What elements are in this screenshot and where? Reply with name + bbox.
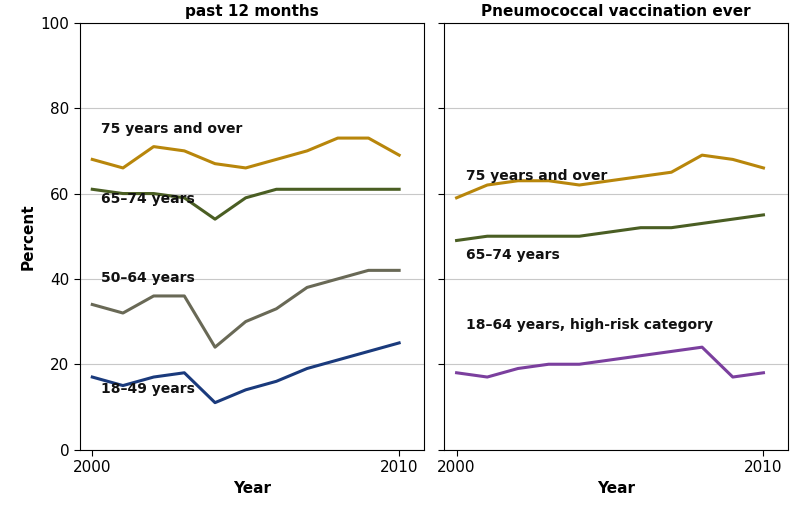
Text: 75 years and over: 75 years and over <box>102 122 243 136</box>
Title: Influenza vaccination in the
past 12 months: Influenza vaccination in the past 12 mon… <box>133 0 371 19</box>
Text: 75 years and over: 75 years and over <box>466 169 607 183</box>
Text: 65–74 years: 65–74 years <box>466 248 559 262</box>
X-axis label: Year: Year <box>597 481 635 495</box>
Title: Pneumococcal vaccination ever: Pneumococcal vaccination ever <box>482 4 751 19</box>
Y-axis label: Percent: Percent <box>20 203 35 270</box>
Text: 18–64 years, high-risk category: 18–64 years, high-risk category <box>466 318 713 332</box>
Text: 18–49 years: 18–49 years <box>102 382 195 396</box>
X-axis label: Year: Year <box>233 481 271 495</box>
Text: 65–74 years: 65–74 years <box>102 193 195 206</box>
Text: 50–64 years: 50–64 years <box>102 271 195 285</box>
